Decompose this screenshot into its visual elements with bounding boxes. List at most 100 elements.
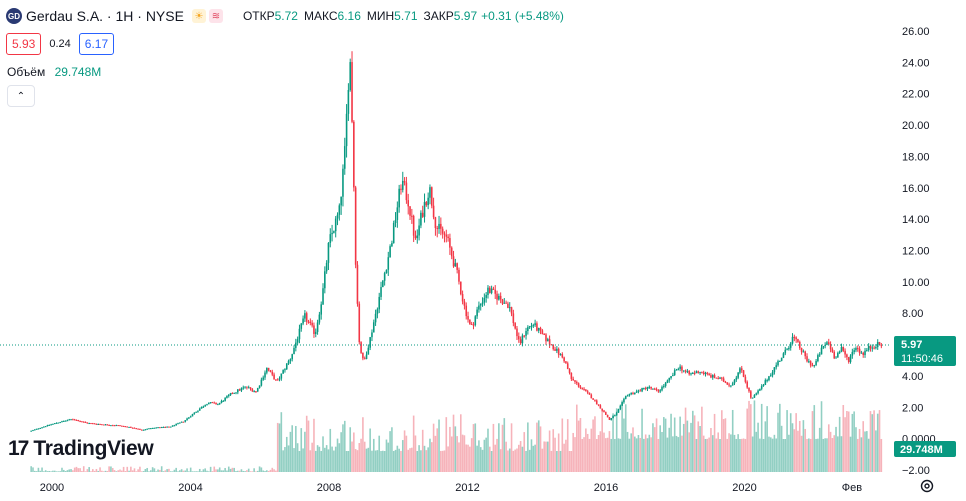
sun-icon[interactable]: ☀ (191, 9, 206, 23)
wave-icon[interactable]: ≋ (208, 9, 223, 23)
candle-body (539, 327, 542, 331)
candle-body (153, 427, 156, 429)
candle-body (227, 394, 230, 397)
candle-body (737, 372, 739, 378)
symbol-logo[interactable]: GD (6, 8, 22, 24)
low-value: 5.71 (394, 9, 418, 23)
candle-body (237, 389, 239, 393)
volume-bar (215, 469, 217, 472)
volume-bar (430, 442, 433, 472)
candle-body (686, 371, 689, 373)
volume-bar (409, 448, 411, 472)
volume-bar (791, 423, 794, 472)
volume-bar (309, 450, 312, 472)
volume-bar (768, 436, 770, 472)
volume-bar (880, 438, 883, 472)
volume-bar (342, 424, 344, 472)
candle-body (354, 187, 357, 265)
candle-body (171, 425, 174, 427)
candle-body (860, 352, 863, 354)
volume-bar (358, 443, 361, 472)
candle-body (278, 378, 281, 380)
volume-bar (532, 445, 535, 472)
candle-body (514, 323, 516, 329)
candle-body (561, 354, 564, 358)
candle-body (182, 421, 185, 423)
volume-bar (702, 435, 705, 472)
collapse-legend-button[interactable]: ⌃ (7, 85, 35, 107)
volume-bar (273, 469, 275, 472)
candle-body (246, 386, 248, 388)
volume-bar (237, 470, 239, 472)
candle-body (527, 327, 529, 332)
volume-bar (189, 467, 192, 472)
candle-body (690, 373, 692, 375)
volume-bar (708, 437, 710, 472)
volume-bar (285, 436, 288, 472)
candle-body (481, 302, 484, 304)
candle-body (672, 375, 674, 377)
candle-body (467, 316, 469, 320)
candle-body (800, 348, 803, 352)
candle-body (875, 347, 877, 349)
volume-bar (191, 471, 194, 472)
candle-body (615, 412, 618, 416)
settings-gear-icon[interactable] (918, 477, 936, 495)
candle-body (55, 422, 58, 424)
last-price-label: 5.97 (901, 339, 922, 351)
volume-bar (46, 471, 49, 472)
candle-body (343, 146, 346, 169)
candle-body (334, 218, 337, 232)
volume-bar (818, 427, 821, 472)
volume-bar (808, 438, 810, 472)
y-tick-label: 26.00 (902, 26, 930, 38)
volume-bar (213, 466, 216, 472)
candle-body (474, 316, 477, 325)
volume-bar (400, 450, 402, 472)
candle-body (722, 378, 725, 382)
volume-bar (403, 430, 406, 472)
volume-bar (304, 431, 306, 472)
candle-body (226, 396, 228, 398)
candle-body (637, 390, 640, 392)
volume-bar (41, 467, 43, 472)
candle-body (262, 377, 264, 380)
buy-button[interactable]: 6.17 (78, 33, 115, 55)
volume-bar (186, 468, 188, 472)
candle-body (111, 425, 114, 427)
volume-bar (862, 421, 865, 472)
candle-body (325, 262, 328, 272)
volume-bar (701, 406, 703, 472)
volume-bar (53, 470, 56, 472)
volume-bar (264, 470, 266, 472)
y-tick-label: −2.00 (902, 465, 930, 477)
candle-body (675, 369, 678, 371)
volume-bar (62, 469, 65, 472)
volume-bar (472, 424, 475, 472)
tradingview-logo[interactable]: 17 TradingView (8, 437, 154, 461)
candle-body (300, 323, 303, 329)
candle-body (840, 347, 843, 352)
volume-bar (224, 467, 226, 472)
candle-body (59, 422, 61, 424)
volume-label: Объём (7, 65, 46, 79)
symbol-title[interactable]: Gerdau S.A. · 1H · NYSE (26, 8, 184, 24)
candle-body (733, 379, 736, 384)
volume-bar (673, 417, 676, 472)
volume-bar (641, 408, 643, 472)
candle-body (311, 322, 313, 326)
candle-body (606, 414, 609, 418)
candle-body (635, 391, 638, 393)
candle-body (307, 321, 310, 323)
candle-body (688, 371, 690, 375)
candle-body (501, 299, 504, 304)
sell-button[interactable]: 5.93 (6, 33, 42, 55)
candle-body (708, 373, 710, 376)
volume-bar (563, 443, 565, 472)
candle-body (189, 416, 192, 418)
volume-bar (440, 450, 442, 472)
candle-body (653, 388, 656, 390)
candle-body (619, 405, 622, 410)
candle-body (528, 326, 531, 328)
